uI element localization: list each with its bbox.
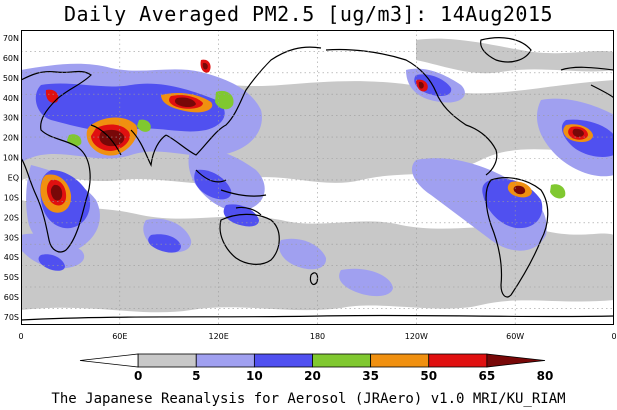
pm25-layer-80-plus bbox=[50, 62, 584, 201]
colorbar-swatch bbox=[137, 353, 197, 368]
latitude-label: EQ bbox=[8, 174, 19, 183]
colorbar-svg: 0 5 10 20 35 50 65 80 bbox=[79, 353, 553, 383]
latitude-label: 40N bbox=[3, 94, 19, 103]
coastlines bbox=[20, 37, 615, 321]
colorbar-swatch bbox=[428, 353, 488, 368]
colorbar: 0 5 10 20 35 50 65 80 bbox=[0, 348, 617, 388]
latitude-label: 40S bbox=[4, 253, 19, 262]
colorbar-level-label: 0 bbox=[134, 369, 142, 383]
colorbar-swatch bbox=[79, 353, 139, 368]
latitude-label: 10N bbox=[3, 154, 19, 163]
colorbar-swatch bbox=[370, 353, 430, 368]
latitude-label: 50S bbox=[4, 273, 19, 282]
pm25-layer-35-50 bbox=[67, 90, 566, 199]
longitude-label: 0 bbox=[18, 332, 23, 341]
colorbar-swatch bbox=[195, 353, 255, 368]
longitude-label: 60E bbox=[112, 332, 127, 341]
latitude-label: 60S bbox=[4, 293, 19, 302]
longitude-label: 180 bbox=[310, 332, 325, 341]
longitude-label: 120E bbox=[209, 332, 229, 341]
axis-labels: 70N 60N 50N 40N 30N 20N 10N EQ 10S 20S 30S 40S 50S 60… bbox=[3, 34, 617, 341]
map-canvas bbox=[20, 30, 615, 325]
latitude-label: 20N bbox=[3, 134, 19, 143]
longitude-labels: 0 60E 120E 180 120W 60W 0 bbox=[18, 332, 616, 341]
colorbar-level-label: 35 bbox=[362, 369, 379, 383]
credit-text: The Japanese Reanalysis for Aerosol (JRA… bbox=[51, 391, 566, 407]
map-title: Daily Averaged PM2.5 [ug/m3]: 14Aug2015 bbox=[63, 2, 554, 26]
latitude-label: 30S bbox=[4, 233, 19, 242]
colorbar-level-label: 65 bbox=[479, 369, 496, 383]
colorbar-swatch bbox=[486, 353, 546, 368]
colorbar-level-label: 5 bbox=[192, 369, 200, 383]
colorbar-labels: 0 5 10 20 35 50 65 80 bbox=[134, 369, 553, 383]
longitude-label: 120W bbox=[405, 332, 428, 341]
map-frame-border bbox=[21, 30, 614, 325]
latitude-label: 10S bbox=[4, 193, 19, 202]
longitude-label: 0 bbox=[611, 332, 616, 341]
longitude-label: 60W bbox=[506, 332, 524, 341]
latitude-label: 70S bbox=[4, 313, 19, 322]
latitude-label: 30N bbox=[3, 114, 19, 123]
latitude-label: 20S bbox=[4, 213, 19, 222]
latitude-label: 60N bbox=[3, 54, 19, 63]
colorbar-level-label: 10 bbox=[246, 369, 263, 383]
colorbar-boxes bbox=[79, 353, 546, 368]
colorbar-level-label: 20 bbox=[304, 369, 321, 383]
latitude-labels: 70N 60N 50N 40N 30N 20N 10N EQ 10S 20S 30S 40S 50S 60… bbox=[3, 34, 19, 322]
latitude-label: 50N bbox=[3, 74, 19, 83]
colorbar-level-label: 50 bbox=[420, 369, 437, 383]
latitude-label: 70N bbox=[3, 34, 19, 43]
colorbar-swatch bbox=[253, 353, 313, 368]
pm25-map bbox=[20, 30, 615, 325]
colorbar-level-label: 80 bbox=[537, 369, 554, 383]
colorbar-swatch bbox=[312, 353, 372, 368]
